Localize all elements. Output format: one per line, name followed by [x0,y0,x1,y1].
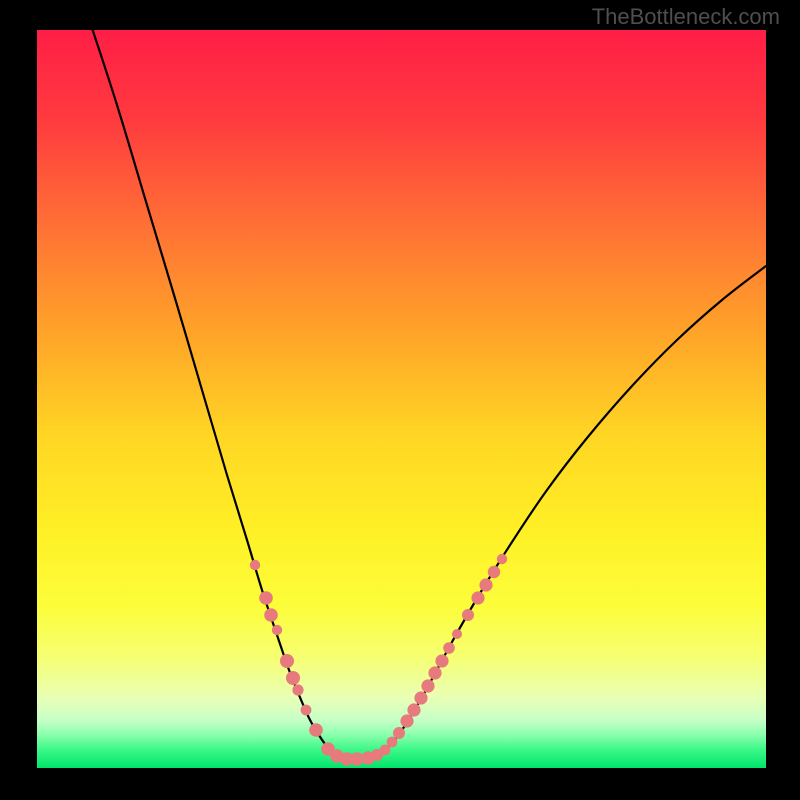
marker-right [479,578,492,591]
marker-left [250,560,260,570]
marker-left [259,591,273,605]
marker-left [272,625,282,635]
marker-right [462,609,474,621]
marker-right [428,666,441,679]
marker-right [452,629,462,639]
marker-left [286,671,300,685]
marker-right [421,679,434,692]
watermark-text: TheBottleneck.com [592,4,780,30]
marker-left [292,684,303,695]
marker-left [264,608,278,622]
plot-area [37,30,766,768]
marker-right [471,591,484,604]
marker-left [309,723,323,737]
marker-right [414,691,427,704]
marker-left [301,705,312,716]
marker-right [387,737,398,748]
marker-right [488,566,500,578]
marker-right [407,703,420,716]
bottleneck-curve-svg [37,30,766,768]
marker-right [400,714,413,727]
marker-left [280,654,294,668]
marker-right [393,727,405,739]
marker-right [435,654,448,667]
marker-right [497,554,507,564]
marker-right [443,642,455,654]
bottleneck-curve [91,30,766,759]
